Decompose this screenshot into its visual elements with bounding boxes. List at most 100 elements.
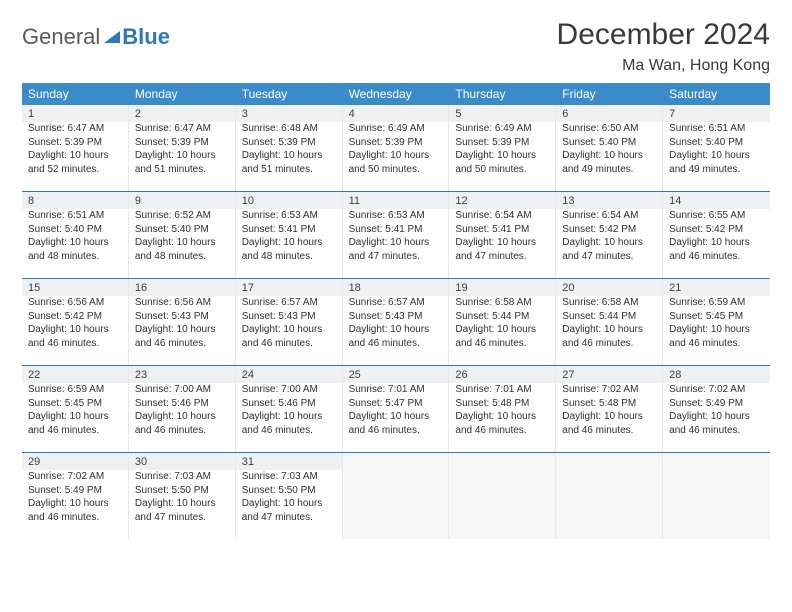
day-number: 21 <box>663 279 770 296</box>
day-cell: 25Sunrise: 7:01 AMSunset: 5:47 PMDayligh… <box>343 366 450 452</box>
day-details: Sunrise: 6:50 AMSunset: 5:40 PMDaylight:… <box>556 122 662 180</box>
week-row: 1Sunrise: 6:47 AMSunset: 5:39 PMDaylight… <box>22 105 770 191</box>
day-cell: 19Sunrise: 6:58 AMSunset: 5:44 PMDayligh… <box>449 279 556 365</box>
day-details: Sunrise: 6:59 AMSunset: 5:45 PMDaylight:… <box>663 296 770 354</box>
day-number: 29 <box>22 453 128 470</box>
weekday-header: Tuesday <box>236 83 343 105</box>
day-details: Sunrise: 7:02 AMSunset: 5:48 PMDaylight:… <box>556 383 662 441</box>
day-cell: 28Sunrise: 7:02 AMSunset: 5:49 PMDayligh… <box>663 366 770 452</box>
day-cell: 22Sunrise: 6:59 AMSunset: 5:45 PMDayligh… <box>22 366 129 452</box>
day-number: 17 <box>236 279 342 296</box>
day-details: Sunrise: 6:54 AMSunset: 5:41 PMDaylight:… <box>449 209 555 267</box>
day-cell: 30Sunrise: 7:03 AMSunset: 5:50 PMDayligh… <box>129 453 236 539</box>
day-number: 24 <box>236 366 342 383</box>
day-cell <box>343 453 450 539</box>
day-details: Sunrise: 6:57 AMSunset: 5:43 PMDaylight:… <box>236 296 342 354</box>
day-details: Sunrise: 6:51 AMSunset: 5:40 PMDaylight:… <box>663 122 770 180</box>
day-details: Sunrise: 6:59 AMSunset: 5:45 PMDaylight:… <box>22 383 128 441</box>
day-cell: 1Sunrise: 6:47 AMSunset: 5:39 PMDaylight… <box>22 105 129 191</box>
day-cell: 12Sunrise: 6:54 AMSunset: 5:41 PMDayligh… <box>449 192 556 278</box>
day-details: Sunrise: 6:53 AMSunset: 5:41 PMDaylight:… <box>343 209 449 267</box>
calendar: SundayMondayTuesdayWednesdayThursdayFrid… <box>22 83 770 539</box>
day-details: Sunrise: 7:03 AMSunset: 5:50 PMDaylight:… <box>129 470 235 528</box>
day-details: Sunrise: 6:49 AMSunset: 5:39 PMDaylight:… <box>449 122 555 180</box>
day-number: 16 <box>129 279 235 296</box>
day-number: 30 <box>129 453 235 470</box>
day-cell: 26Sunrise: 7:01 AMSunset: 5:48 PMDayligh… <box>449 366 556 452</box>
day-cell: 31Sunrise: 7:03 AMSunset: 5:50 PMDayligh… <box>236 453 343 539</box>
day-number: 15 <box>22 279 128 296</box>
day-number: 31 <box>236 453 342 470</box>
weekday-header: Sunday <box>22 83 129 105</box>
weeks-container: 1Sunrise: 6:47 AMSunset: 5:39 PMDaylight… <box>22 105 770 539</box>
weekday-header: Thursday <box>449 83 556 105</box>
day-details: Sunrise: 6:51 AMSunset: 5:40 PMDaylight:… <box>22 209 128 267</box>
day-number: 22 <box>22 366 128 383</box>
day-number: 3 <box>236 105 342 122</box>
day-cell: 24Sunrise: 7:00 AMSunset: 5:46 PMDayligh… <box>236 366 343 452</box>
page: General Blue December 2024 Ma Wan, Hong … <box>0 0 792 612</box>
day-cell: 27Sunrise: 7:02 AMSunset: 5:48 PMDayligh… <box>556 366 663 452</box>
logo-text-general: General <box>22 24 100 50</box>
day-cell: 18Sunrise: 6:57 AMSunset: 5:43 PMDayligh… <box>343 279 450 365</box>
day-number: 28 <box>663 366 770 383</box>
day-details: Sunrise: 6:58 AMSunset: 5:44 PMDaylight:… <box>556 296 662 354</box>
logo: General Blue <box>22 18 170 50</box>
day-number: 23 <box>129 366 235 383</box>
weekday-header: Saturday <box>663 83 770 105</box>
day-cell: 17Sunrise: 6:57 AMSunset: 5:43 PMDayligh… <box>236 279 343 365</box>
day-cell <box>663 453 770 539</box>
week-row: 22Sunrise: 6:59 AMSunset: 5:45 PMDayligh… <box>22 366 770 452</box>
day-details: Sunrise: 6:47 AMSunset: 5:39 PMDaylight:… <box>129 122 235 180</box>
day-cell: 8Sunrise: 6:51 AMSunset: 5:40 PMDaylight… <box>22 192 129 278</box>
day-details: Sunrise: 6:58 AMSunset: 5:44 PMDaylight:… <box>449 296 555 354</box>
week-row: 8Sunrise: 6:51 AMSunset: 5:40 PMDaylight… <box>22 192 770 278</box>
week-row: 15Sunrise: 6:56 AMSunset: 5:42 PMDayligh… <box>22 279 770 365</box>
day-details: Sunrise: 7:03 AMSunset: 5:50 PMDaylight:… <box>236 470 342 528</box>
day-number: 25 <box>343 366 449 383</box>
header: General Blue December 2024 Ma Wan, Hong … <box>22 18 770 75</box>
day-cell: 14Sunrise: 6:55 AMSunset: 5:42 PMDayligh… <box>663 192 770 278</box>
day-cell: 5Sunrise: 6:49 AMSunset: 5:39 PMDaylight… <box>449 105 556 191</box>
day-number: 7 <box>663 105 770 122</box>
day-details: Sunrise: 7:01 AMSunset: 5:47 PMDaylight:… <box>343 383 449 441</box>
weekday-header-row: SundayMondayTuesdayWednesdayThursdayFrid… <box>22 83 770 105</box>
day-number: 10 <box>236 192 342 209</box>
day-details: Sunrise: 6:55 AMSunset: 5:42 PMDaylight:… <box>663 209 770 267</box>
day-details: Sunrise: 7:01 AMSunset: 5:48 PMDaylight:… <box>449 383 555 441</box>
day-cell: 10Sunrise: 6:53 AMSunset: 5:41 PMDayligh… <box>236 192 343 278</box>
day-details: Sunrise: 6:48 AMSunset: 5:39 PMDaylight:… <box>236 122 342 180</box>
title-block: December 2024 Ma Wan, Hong Kong <box>557 18 770 75</box>
week-row: 29Sunrise: 7:02 AMSunset: 5:49 PMDayligh… <box>22 453 770 539</box>
day-cell: 16Sunrise: 6:56 AMSunset: 5:43 PMDayligh… <box>129 279 236 365</box>
day-cell: 23Sunrise: 7:00 AMSunset: 5:46 PMDayligh… <box>129 366 236 452</box>
day-cell: 9Sunrise: 6:52 AMSunset: 5:40 PMDaylight… <box>129 192 236 278</box>
day-details: Sunrise: 6:56 AMSunset: 5:43 PMDaylight:… <box>129 296 235 354</box>
day-details: Sunrise: 6:57 AMSunset: 5:43 PMDaylight:… <box>343 296 449 354</box>
weekday-header: Wednesday <box>343 83 450 105</box>
page-title: December 2024 <box>557 18 770 51</box>
weekday-header: Friday <box>556 83 663 105</box>
weekday-header: Monday <box>129 83 236 105</box>
day-cell: 2Sunrise: 6:47 AMSunset: 5:39 PMDaylight… <box>129 105 236 191</box>
day-details: Sunrise: 6:53 AMSunset: 5:41 PMDaylight:… <box>236 209 342 267</box>
day-details: Sunrise: 6:49 AMSunset: 5:39 PMDaylight:… <box>343 122 449 180</box>
day-cell: 3Sunrise: 6:48 AMSunset: 5:39 PMDaylight… <box>236 105 343 191</box>
day-cell: 21Sunrise: 6:59 AMSunset: 5:45 PMDayligh… <box>663 279 770 365</box>
day-cell <box>449 453 556 539</box>
day-number: 20 <box>556 279 662 296</box>
day-cell: 6Sunrise: 6:50 AMSunset: 5:40 PMDaylight… <box>556 105 663 191</box>
day-cell: 15Sunrise: 6:56 AMSunset: 5:42 PMDayligh… <box>22 279 129 365</box>
day-details: Sunrise: 6:47 AMSunset: 5:39 PMDaylight:… <box>22 122 128 180</box>
day-number: 26 <box>449 366 555 383</box>
logo-text-blue: Blue <box>122 24 170 50</box>
day-details: Sunrise: 7:00 AMSunset: 5:46 PMDaylight:… <box>236 383 342 441</box>
logo-triangle-icon <box>104 31 120 43</box>
day-details: Sunrise: 6:56 AMSunset: 5:42 PMDaylight:… <box>22 296 128 354</box>
day-details: Sunrise: 6:54 AMSunset: 5:42 PMDaylight:… <box>556 209 662 267</box>
day-number: 9 <box>129 192 235 209</box>
day-number: 4 <box>343 105 449 122</box>
day-cell: 13Sunrise: 6:54 AMSunset: 5:42 PMDayligh… <box>556 192 663 278</box>
day-number: 2 <box>129 105 235 122</box>
day-number: 6 <box>556 105 662 122</box>
